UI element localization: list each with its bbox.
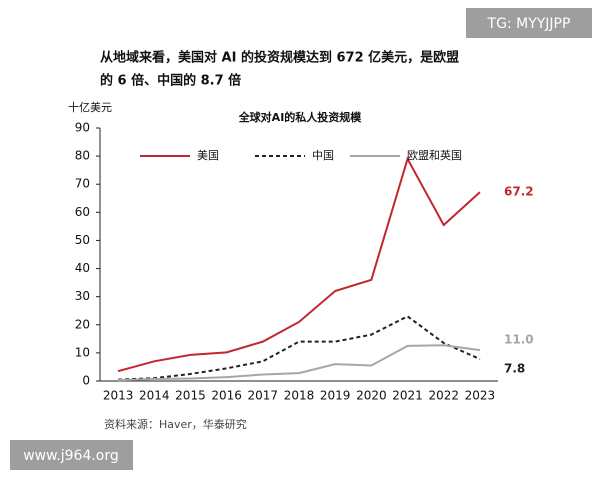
value-label: 7.8 bbox=[504, 362, 525, 376]
x-tick-label: 2023 bbox=[465, 389, 496, 403]
y-tick-label: 80 bbox=[75, 149, 90, 163]
x-tick-label: 2021 bbox=[392, 389, 423, 403]
headline: 从地域来看，美国对 AI 的投资规模达到 672 亿美元，是欧盟 bbox=[100, 50, 459, 66]
y-tick-label: 50 bbox=[75, 233, 90, 247]
y-tick-label: 0 bbox=[82, 374, 90, 388]
chart-title: 全球对AI的私人投资规模 bbox=[238, 110, 363, 124]
x-tick-label: 2014 bbox=[139, 389, 170, 403]
y-tick-label: 60 bbox=[75, 205, 90, 219]
legend-label: 欧盟和英国 bbox=[407, 148, 462, 162]
watermark: www.j964.org bbox=[23, 448, 119, 464]
y-tick-label: 10 bbox=[75, 345, 90, 359]
legend-label: 中国 bbox=[312, 149, 334, 162]
legend-label: 美国 bbox=[197, 149, 219, 162]
x-tick-label: 2016 bbox=[211, 389, 242, 403]
line-series bbox=[117, 156, 481, 373]
x-tick-label: 2013 bbox=[103, 389, 134, 403]
x-tick-label: 2018 bbox=[284, 389, 315, 403]
source: 资料来源：Haver，华泰研究 bbox=[104, 417, 247, 431]
y-tick-label: 20 bbox=[75, 317, 90, 331]
watermark-box bbox=[10, 440, 133, 470]
x-tick-label: 2020 bbox=[356, 389, 387, 403]
value-label: 11.0 bbox=[504, 333, 534, 347]
line-series bbox=[118, 315, 481, 381]
x-tick-label: 2019 bbox=[320, 389, 351, 403]
watermark: TG: MYYJJPP bbox=[487, 16, 571, 32]
y-tick-label: 30 bbox=[75, 289, 90, 303]
x-tick-label: 2022 bbox=[428, 389, 459, 403]
x-tick-label: 2017 bbox=[248, 389, 279, 403]
value-label: 67.2 bbox=[504, 185, 534, 199]
watermark-box bbox=[466, 8, 592, 38]
line-series bbox=[118, 344, 481, 382]
x-tick-label: 2015 bbox=[175, 389, 206, 403]
y-axis-label: 十亿美元 bbox=[68, 100, 112, 114]
y-tick-label: 90 bbox=[75, 121, 90, 135]
y-tick-label: 40 bbox=[75, 261, 90, 275]
headline: 的 6 倍、中国的 8.7 倍 bbox=[100, 73, 241, 89]
y-tick-label: 70 bbox=[75, 177, 90, 191]
